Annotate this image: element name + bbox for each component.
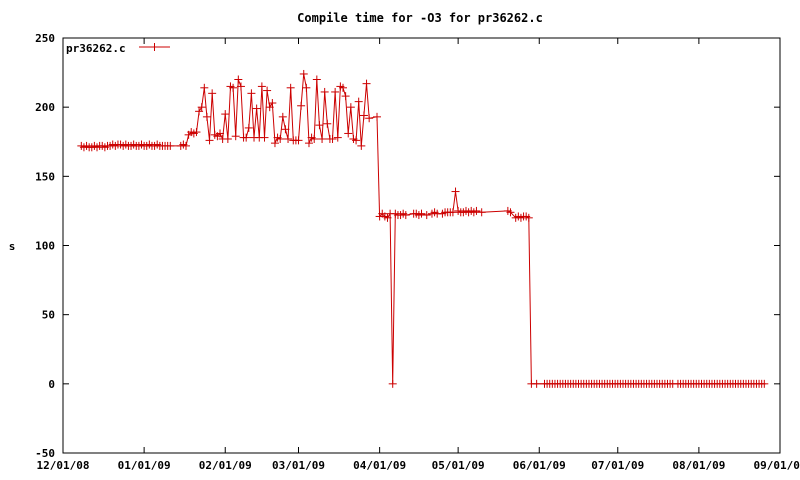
y-tick-label: 100: [35, 240, 55, 253]
data-point: [247, 89, 256, 98]
x-tick-label: 02/01/09: [199, 459, 252, 472]
y-axis-label: s: [9, 240, 16, 253]
data-point: [278, 112, 287, 121]
data-point: [331, 87, 340, 96]
data-point: [281, 125, 290, 134]
data-point: [302, 83, 311, 92]
data-point: [294, 136, 303, 145]
y-tick-label: -50: [35, 447, 55, 460]
data-point: [234, 75, 243, 84]
data-point: [477, 208, 486, 217]
data-point: [202, 112, 211, 121]
data-point: [242, 133, 251, 142]
data-point: [448, 208, 457, 217]
data-point: [328, 134, 337, 143]
data-point: [346, 103, 355, 112]
data-point: [197, 103, 206, 112]
x-tick-label: 03/01/09: [272, 459, 325, 472]
data-point: [276, 134, 285, 143]
data-point: [760, 379, 769, 388]
data-point: [310, 134, 319, 143]
data-point: [236, 82, 245, 91]
data-point: [208, 89, 217, 98]
x-tick-label: 01/01/09: [118, 459, 171, 472]
legend: pr36262.c: [66, 42, 170, 55]
data-point: [223, 134, 232, 143]
data-point: [472, 206, 481, 215]
data-point: [216, 129, 225, 138]
x-tick-label: 05/01/09: [432, 459, 485, 472]
data-point: [263, 86, 272, 95]
data-point: [270, 139, 279, 148]
data-point: [192, 128, 201, 137]
x-axis: 12/01/08 01/01/09 02/01/09 03/01/09 04/01/09…: [37, 38, 800, 472]
data-point: [265, 103, 274, 112]
legend-marker: [150, 43, 159, 51]
data-point: [357, 141, 366, 150]
data-point: [252, 104, 261, 113]
data-point: [284, 134, 293, 143]
data-point: [506, 208, 515, 217]
data-point: [365, 114, 374, 123]
data-point: [401, 211, 410, 220]
data-point: [388, 379, 397, 388]
data-point: [195, 107, 204, 116]
data-point: [341, 92, 350, 101]
data-point: [304, 139, 313, 148]
data-point: [297, 101, 306, 110]
data-point: [315, 121, 324, 130]
data-point: [260, 133, 269, 142]
data-point: [312, 75, 321, 84]
y-axis: -50 0 50 100 150 200 250: [35, 32, 780, 460]
data-point: [362, 79, 371, 88]
data-point: [268, 99, 277, 108]
data-point: [299, 69, 308, 78]
data-point: [229, 83, 238, 92]
data-point: [352, 136, 361, 145]
data-point: [166, 141, 175, 150]
data-point: [244, 123, 253, 132]
data-point: [221, 110, 230, 119]
data-point: [354, 97, 363, 106]
x-tick-label: 09/01/09: [754, 459, 800, 472]
data-point: [318, 134, 327, 143]
legend-label: pr36262.c: [66, 42, 126, 55]
chart-title: Compile time for -O3 for pr36262.c: [297, 11, 543, 25]
y-tick-label: 250: [35, 32, 55, 45]
plot-frame: [62, 37, 781, 454]
data-point: [231, 132, 240, 141]
y-tick-label: 200: [35, 101, 55, 114]
series-line: [81, 73, 765, 385]
data-point: [417, 209, 426, 218]
y-tick-label: 0: [48, 378, 55, 391]
x-tick-label: 04/01/09: [353, 459, 406, 472]
data-point: [205, 136, 214, 145]
y-tick-label: 150: [35, 170, 55, 183]
data-point: [359, 111, 368, 120]
data-point: [257, 82, 266, 91]
data-point: [323, 119, 332, 128]
data-point: [286, 83, 295, 92]
data-point: [338, 83, 347, 92]
data-point: [181, 141, 190, 150]
data-point: [373, 112, 382, 121]
x-tick-label: 06/01/09: [513, 459, 566, 472]
x-tick-label: 07/01/09: [591, 459, 644, 472]
data-point: [333, 133, 342, 142]
data-point: [524, 213, 533, 222]
data-point: [200, 83, 209, 92]
data-point: [320, 87, 329, 96]
data-point: [344, 129, 353, 138]
data-point: [532, 379, 541, 388]
data-point: [422, 211, 431, 220]
series-layer: [77, 69, 769, 388]
y-tick-label: 50: [42, 309, 55, 322]
data-point: [451, 187, 460, 196]
data-point: [383, 213, 392, 222]
x-tick-label: 12/01/08: [37, 459, 90, 472]
x-tick-label: 08/01/09: [672, 459, 725, 472]
